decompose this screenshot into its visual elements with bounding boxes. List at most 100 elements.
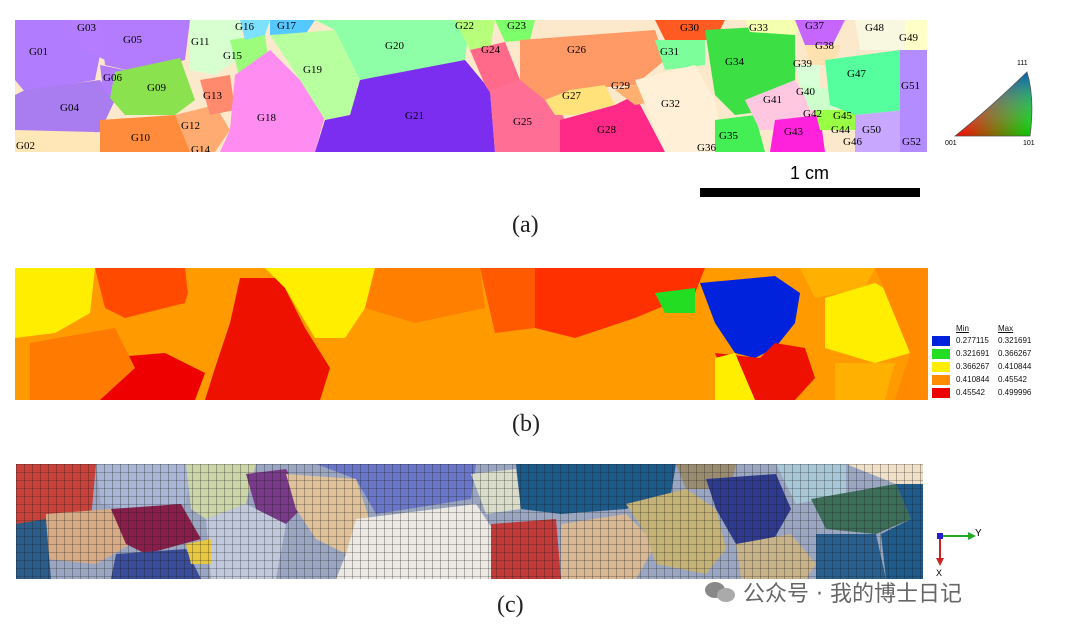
ipf-label-111: 111: [1017, 60, 1028, 67]
panel-c-fe-mesh: [16, 464, 923, 579]
mesh-lines: [16, 464, 923, 579]
grain-g28: [560, 95, 665, 152]
grain-g31: [655, 40, 705, 70]
region-redorange-1: [95, 268, 195, 318]
legend-header-min: Min: [956, 324, 969, 333]
grain-label-g27: G27: [562, 90, 581, 102]
legend-row: 0.321691 0.366267: [932, 347, 1040, 360]
grain-label-g36: G36: [697, 142, 716, 152]
grain-g51: [900, 50, 927, 152]
grain-g48: [855, 20, 905, 50]
grain-label-g10: G10: [131, 132, 150, 144]
region-yellow-left: [15, 268, 95, 338]
grain-g16: [240, 20, 270, 40]
region-yellow-right: [825, 283, 910, 363]
legend-row: 0.277115 0.321691: [932, 334, 1040, 347]
legend-swatch: [932, 348, 950, 359]
grain-label-g05: G05: [123, 34, 142, 46]
grain-label-g04: G04: [60, 102, 79, 114]
grain-label-g45: G45: [833, 110, 852, 122]
legend-swatch: [932, 374, 950, 385]
legend-swatch: [932, 361, 950, 372]
grain-g21: [315, 60, 495, 152]
watermark-text: 公众号 · 我的博士日记: [743, 582, 962, 607]
scale-bar: [700, 188, 920, 197]
grain-label-g01: G01: [29, 46, 48, 58]
grain-label-g43: G43: [784, 126, 803, 138]
grain-label-g42: G42: [803, 108, 822, 120]
grain-g05: [100, 20, 190, 72]
grain-label-g06: G06: [103, 72, 122, 84]
origin-icon: [937, 533, 943, 539]
legend-max-value: 0.45542: [998, 375, 1027, 384]
grain-label-g22: G22: [455, 20, 474, 32]
ipf-label-101: 101: [1023, 140, 1035, 147]
legend-max-value: 0.321691: [998, 336, 1032, 345]
grain-label-g41: G41: [763, 94, 782, 106]
axis-label-y: Y: [975, 528, 982, 539]
grain-label-g21: G21: [405, 110, 424, 122]
legend-swatch: [932, 335, 950, 346]
legend-row: 0.366267 0.410844: [932, 360, 1040, 373]
grain-g26: [520, 30, 665, 100]
grain-label-g16: G16: [235, 21, 254, 33]
grain-label-g20: G20: [385, 40, 404, 52]
grain-label-g15: G15: [223, 50, 242, 62]
grain-label-g50: G50: [862, 124, 881, 136]
region-red-3: [535, 268, 705, 338]
caption-c: (c): [497, 592, 524, 618]
grain-g40: [800, 85, 835, 110]
grain-label-g30: G30: [680, 22, 699, 34]
grain-g22: [455, 20, 495, 50]
grain-g04: [15, 80, 115, 138]
grain-label-g32: G32: [661, 98, 680, 110]
grain-label-g40: G40: [796, 86, 815, 98]
grain-label-g31: G31: [660, 46, 679, 58]
grain-g13: [200, 75, 235, 115]
ipf-label-001: 001: [945, 140, 957, 147]
region-blue: [700, 276, 800, 358]
legend-min-value: 0.321691: [956, 349, 990, 358]
grain-g47: [825, 50, 905, 115]
grain-label-g48: G48: [865, 22, 884, 34]
grain-label-g29: G29: [611, 80, 630, 92]
legend-min-value: 0.45542: [956, 388, 985, 397]
grain-g39: [795, 65, 820, 90]
grain-label-g23: G23: [507, 20, 526, 32]
legend-min-value: 0.366267: [956, 362, 990, 371]
ipf-grain-map-svg: [15, 20, 927, 152]
grain-label-layer: G01 G02 G03 G04 G05 G06 G09 G10 G11 G12 G13 G14 G15 G…: [15, 20, 927, 152]
region-yellow-2: [265, 268, 375, 338]
legend-min-value: 0.410844: [956, 375, 990, 384]
grain-label-g34: G34: [725, 56, 744, 68]
caption-a: (a): [512, 212, 539, 238]
grain-g32: [635, 65, 725, 152]
grain-label-g49: G49: [899, 32, 918, 44]
grain-label-g09: G09: [147, 82, 166, 94]
fe-mesh-svg: [16, 464, 923, 579]
grain-g23: [495, 20, 535, 42]
grain-label-g26: G26: [567, 44, 586, 56]
grain-g27: [545, 85, 615, 115]
axis-triad: Y X: [928, 524, 988, 584]
grain-g12: [175, 105, 230, 152]
grain-label-g35: G35: [719, 130, 738, 142]
region-redorange-2: [480, 268, 545, 333]
grain-label-g37: G37: [805, 20, 824, 32]
region-green: [655, 288, 695, 313]
x-axis-arrow-icon: [936, 558, 944, 566]
grain-label-g25: G25: [513, 116, 532, 128]
grain-label-g14: G14: [191, 144, 210, 152]
grain-g33: [745, 20, 805, 35]
grain-g50: [855, 110, 905, 152]
grain-g20: [315, 20, 470, 80]
grain-label-g13: G13: [203, 90, 222, 102]
grain-label-g33: G33: [749, 22, 768, 34]
grain-g09: [110, 58, 195, 115]
grain-label-g44: G44: [831, 124, 850, 136]
ipf-triangle-svg: [953, 71, 1033, 137]
grain-g45: [815, 110, 855, 130]
grain-label-g02: G02: [16, 140, 35, 152]
grain-g10: [100, 115, 195, 152]
grain-label-g24: G24: [481, 44, 500, 56]
